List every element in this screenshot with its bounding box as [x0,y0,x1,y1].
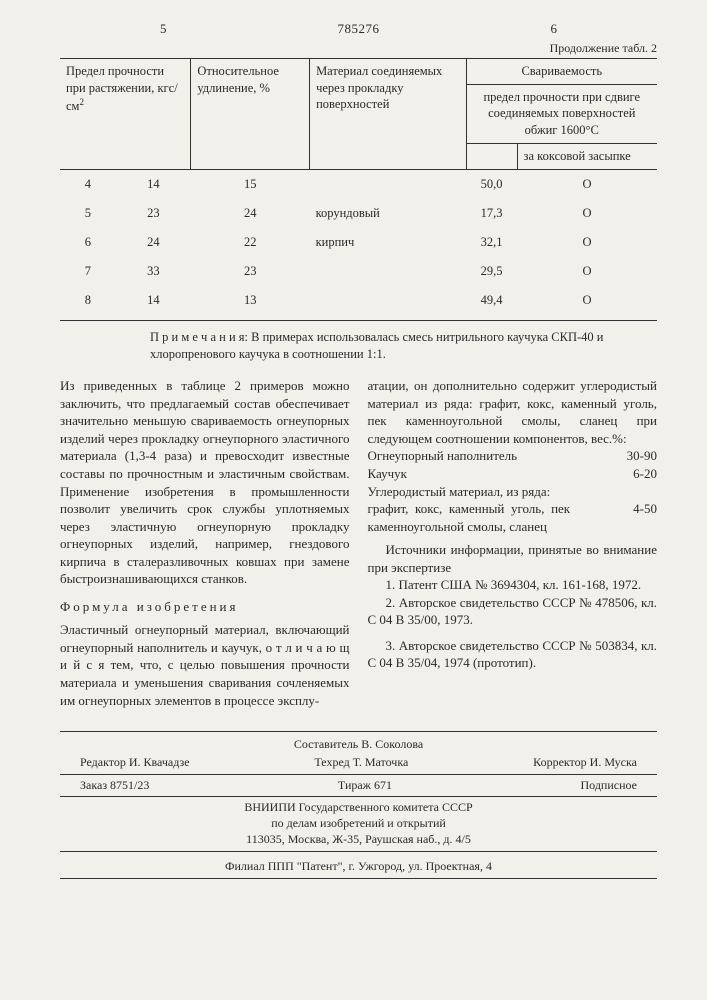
hdr-elong: Относительное удлинение, % [191,58,310,169]
ref-2: 2. Авторское свидетельство СССР № 478506… [368,594,658,629]
table-row: 4141550,0О [60,170,657,199]
hdr-material: Материал соединяемых через прокладку пов… [310,58,466,169]
left-column: Из приведенных в таблице 2 примеров можн… [60,377,350,709]
table-row: 62422кирпич32,1О [60,228,657,257]
data-table: Предел прочности при растяжении, кгс/см2… [60,58,657,315]
org-2: по делам изобретений и открытий [60,815,657,831]
branch: Филиал ППП "Патент", г. Ужгород, ул. Про… [60,858,657,879]
right-column: атации, он дополнительно содержит углеро… [368,377,658,709]
techred: Техред Т. Маточка [314,754,408,770]
ref-1: 1. Патент США № 3694304, кл. 161-168, 19… [368,576,658,594]
patent-number: 785276 [338,20,380,38]
hdr-weld-sub: предел прочности при сдвиге соединяемых … [466,84,657,144]
footer-block: Составитель В. Соколова Редактор И. Квач… [60,731,657,852]
table-row: 7332329,5О [60,257,657,286]
address: 113035, Москва, Ж-35, Раушская наб., д. … [60,831,657,847]
page-left: 5 [160,20,167,38]
para-r1: атации, он дополнительно содержит углеро… [368,377,658,447]
hdr-weld: Свариваемость [466,58,657,84]
editor: Редактор И. Квачадзе [80,754,190,770]
composer: Составитель В. Соколова [60,736,657,752]
hdr-fill: за коксовой засыпке [517,144,657,170]
table-continuation: Продолжение табл. 2 [60,40,657,56]
org-1: ВНИИПИ Государственного комитета СССР [60,799,657,815]
order-no: Заказ 8751/23 [80,777,149,793]
note-label: П р и м е ч а н и я: [150,330,248,344]
para-1: Из приведенных в таблице 2 примеров можн… [60,377,350,588]
sources-heading: Источники информации, принятые во вниман… [368,541,658,576]
para-2: Эластичный огнеупорный материал, включаю… [60,621,350,709]
sign: Подписное [581,777,638,793]
ref-3: 3. Авторское свидетельство СССР № 503834… [368,637,658,672]
table-row: 52324корундовый17,3О [60,199,657,228]
tirazh: Тираж 671 [338,777,392,793]
page-right: 6 [551,20,558,38]
formula-heading: Формула изобретения [60,598,350,616]
table-row: 8141349,4О [60,286,657,315]
corrector: Корректор И. Муска [533,754,637,770]
